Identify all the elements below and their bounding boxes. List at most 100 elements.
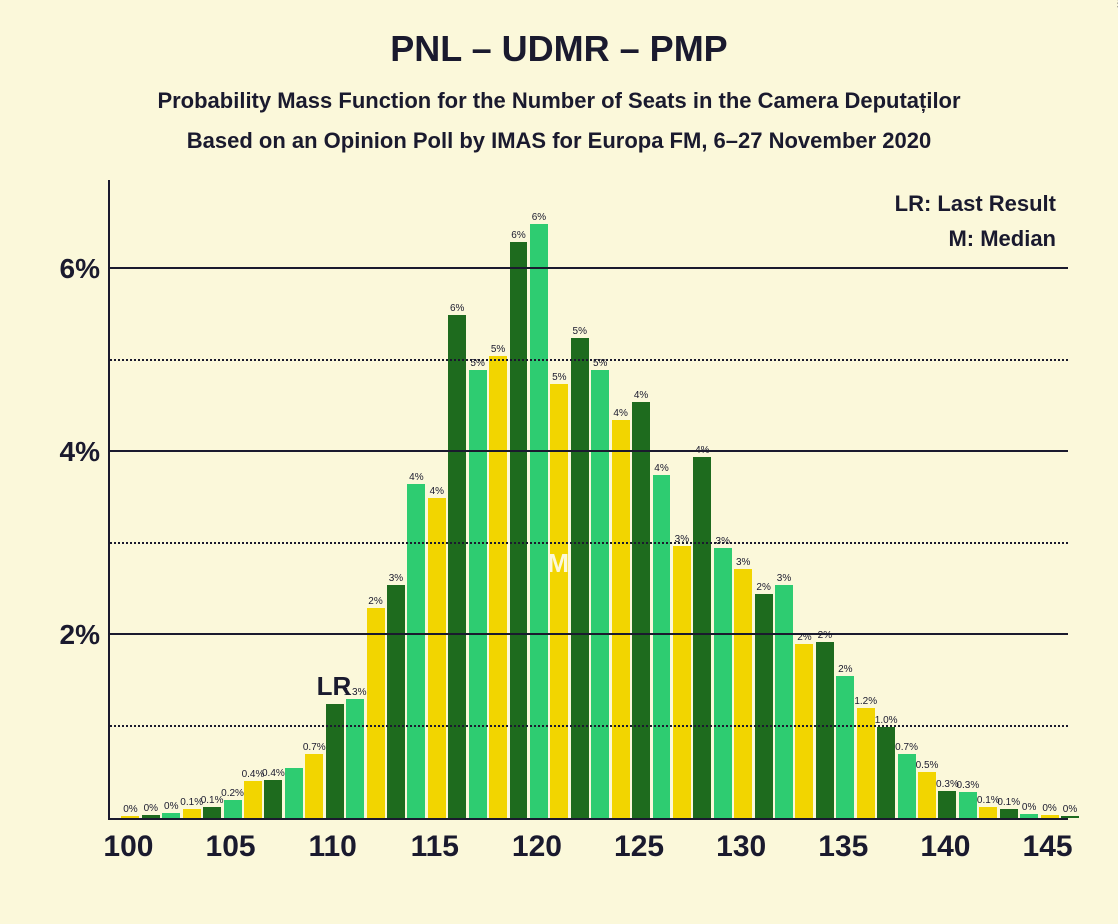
bar: 5% — [489, 356, 507, 818]
bar: 1.0% — [877, 727, 895, 818]
bar-value-label: 0.1% — [977, 795, 1000, 806]
x-axis-tick-label: 115 — [411, 830, 459, 864]
bar: 4% — [693, 457, 711, 818]
gridline — [110, 267, 1068, 269]
x-axis-tick-label: 140 — [920, 830, 970, 864]
bar: 5% — [571, 338, 589, 818]
bar-value-label: 1.2% — [854, 696, 877, 707]
gridline — [110, 725, 1068, 727]
bar: 0.3% — [938, 791, 956, 818]
x-axis-tick-label: 125 — [614, 830, 664, 864]
bar: 6% — [530, 224, 548, 818]
bar: 0.5% — [918, 772, 936, 818]
bar: 0.4% — [264, 780, 282, 818]
bar — [326, 704, 344, 818]
bar-value-label: 2% — [368, 596, 382, 607]
x-axis-tick-label: 135 — [818, 830, 868, 864]
bar-value-label: 4% — [409, 472, 423, 483]
y-axis-label: 2% — [60, 619, 100, 651]
chart-title: PNL – UDMR – PMP — [0, 0, 1118, 70]
bar-value-label: 5% — [491, 344, 505, 355]
bar-value-label: 2% — [838, 664, 852, 675]
bar: 0% — [121, 816, 139, 818]
gridline — [110, 450, 1068, 452]
bar-value-label: 1.3% — [344, 687, 367, 698]
bar: 4% — [407, 484, 425, 818]
y-axis-label: 6% — [60, 253, 100, 285]
bar: 5% — [469, 370, 487, 818]
gridline — [110, 542, 1068, 544]
x-axis-tick-label: 105 — [206, 830, 256, 864]
bar-value-label: 0.3% — [936, 779, 959, 790]
bar: 0% — [1061, 816, 1079, 818]
bar-value-label: 4% — [634, 390, 648, 401]
bar: 0% — [1020, 814, 1038, 818]
bar-value-label: 0.2% — [221, 788, 244, 799]
bar: 2% — [755, 594, 773, 818]
bar-value-label: 3% — [777, 573, 791, 584]
bar-value-label: 0.7% — [303, 742, 326, 753]
x-axis-tick-label: 145 — [1023, 830, 1073, 864]
bar-value-label: 0% — [1022, 802, 1036, 813]
chart-subtitle-1: Probability Mass Function for the Number… — [0, 88, 1118, 114]
bar-value-label: 0.1% — [997, 797, 1020, 808]
bar: 2% — [367, 608, 385, 818]
bar-value-label: 6% — [511, 230, 525, 241]
bar-value-label: 0% — [1063, 804, 1077, 815]
y-axis-label: 4% — [60, 436, 100, 468]
bar: 2% — [836, 676, 854, 818]
bar: 0.1% — [183, 809, 201, 818]
bar: 5% — [591, 370, 609, 818]
bar-value-label: 0.1% — [180, 797, 203, 808]
bar: 4% — [632, 402, 650, 818]
bar: 0% — [142, 815, 160, 818]
bar: 0% — [162, 813, 180, 818]
plot-area: LR: Last Result M: Median 0%0%0%0.1%0.1%… — [108, 180, 1068, 820]
x-axis-tick-label: 130 — [716, 830, 766, 864]
bar-value-label: 6% — [532, 212, 546, 223]
bar-value-label: 3% — [736, 557, 750, 568]
bar-value-label: 0.1% — [201, 795, 224, 806]
x-axis-tick-label: 110 — [308, 830, 356, 864]
bar: 4% — [612, 420, 630, 818]
bar: 0.3% — [959, 792, 977, 818]
bar: 5% — [550, 384, 568, 818]
bar: 6% — [510, 242, 528, 818]
bar: 3% — [775, 585, 793, 818]
gridline — [110, 359, 1068, 361]
gridline — [110, 633, 1068, 635]
bar-value-label: 0.4% — [242, 769, 265, 780]
x-axis-tick-label: 100 — [103, 830, 153, 864]
bar: 0.7% — [898, 754, 916, 818]
bar-value-label: 0% — [144, 803, 158, 814]
bar: 3% — [734, 569, 752, 818]
bar-value-label: 0% — [164, 801, 178, 812]
bar: 3% — [714, 548, 732, 818]
bar-value-label: 0.4% — [262, 768, 285, 779]
bars-container: 0%0%0%0.1%0.1%0.2%0.4%0.4%0.7%1.3%2%3%4%… — [110, 180, 1068, 818]
bar: 0% — [1041, 815, 1059, 818]
bar: 0.7% — [305, 754, 323, 818]
bar-value-label: 0.5% — [916, 760, 939, 771]
bar: 4% — [653, 475, 671, 818]
copyright-text: © 2020 Filip van Laenen — [1114, 0, 1118, 8]
bar-value-label: 4% — [430, 486, 444, 497]
chart-subtitle-2: Based on an Opinion Poll by IMAS for Eur… — [0, 128, 1118, 154]
bar-value-label: 4% — [613, 408, 627, 419]
bar-value-label: 6% — [450, 303, 464, 314]
bar — [285, 768, 303, 818]
bar-value-label: 0.7% — [895, 742, 918, 753]
x-axis-tick-label: 120 — [512, 830, 562, 864]
bar: 2% — [816, 642, 834, 818]
bar: 3% — [387, 585, 405, 818]
bar: 0.2% — [224, 800, 242, 818]
x-axis-labels: 100105110115120125130135140145 — [108, 820, 1068, 870]
bar-value-label: 3% — [389, 573, 403, 584]
bar: 2% — [795, 644, 813, 818]
bar: 4% — [428, 498, 446, 818]
bar-value-label: 2% — [756, 582, 770, 593]
bar-value-label: 4% — [654, 463, 668, 474]
bar-value-label: 0% — [1042, 803, 1056, 814]
bar: 1.3% — [346, 699, 364, 818]
bar-value-label: 0.3% — [956, 780, 979, 791]
